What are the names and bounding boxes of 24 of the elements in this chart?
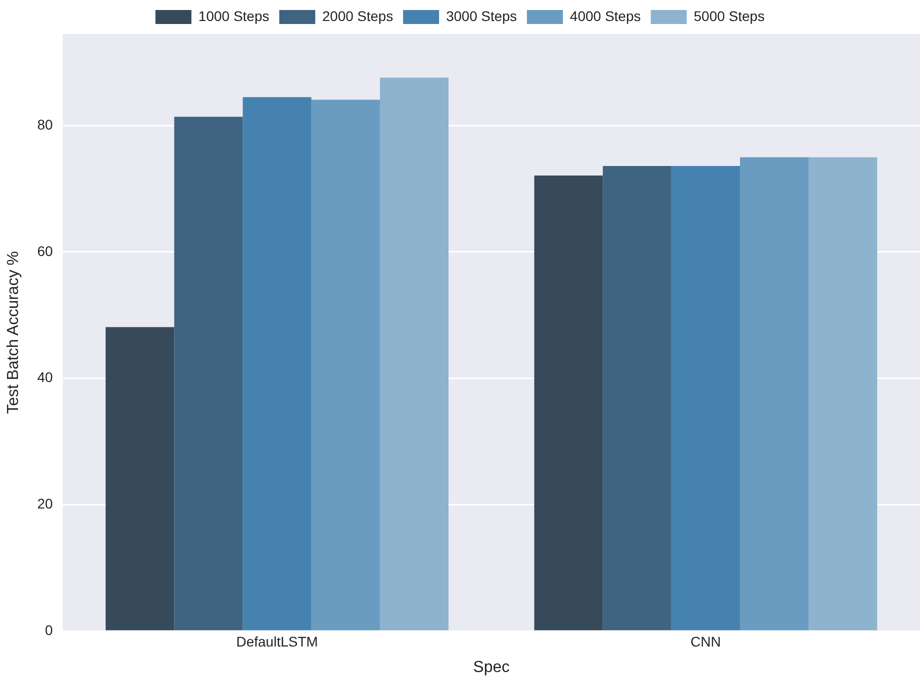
x-tick-label: DefaultLSTM	[236, 633, 318, 650]
y-tick-label: 0	[44, 622, 53, 638]
x-tick-label: CNN	[690, 633, 721, 650]
y-tick-label: 60	[37, 242, 53, 259]
y-tick-label: 80	[37, 116, 53, 132]
bar	[311, 100, 380, 630]
bar	[671, 166, 740, 630]
bar	[174, 116, 243, 630]
bar	[740, 157, 809, 630]
bar	[380, 78, 449, 630]
legend-label: 1000 Steps	[198, 8, 270, 24]
bar	[106, 327, 174, 630]
y-axis-title: Test Batch Accuracy %	[5, 251, 22, 414]
bar	[808, 157, 878, 630]
bar	[242, 97, 312, 630]
legend-label: 3000 Steps	[446, 8, 517, 24]
legend-label: 2000 Steps	[322, 8, 394, 24]
legend-label: 4000 Steps	[570, 8, 641, 24]
y-tick-label: 40	[37, 369, 53, 386]
bar	[534, 176, 603, 630]
bar	[602, 166, 672, 630]
x-axis-title: Spec	[473, 658, 510, 676]
legend-label: 5000 Steps	[694, 8, 765, 24]
y-tick-label: 20	[37, 496, 53, 512]
